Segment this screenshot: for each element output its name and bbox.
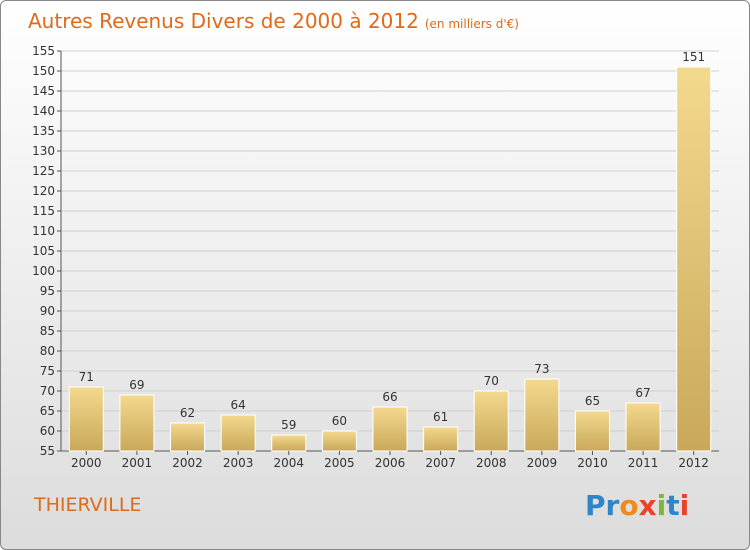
logo-letter: r [605, 489, 620, 522]
y-tick-label: 65 [40, 404, 55, 418]
logo-letter: t [666, 489, 680, 522]
data-label-2005: 60 [332, 414, 347, 428]
data-label-2001: 69 [129, 378, 144, 392]
y-tick-label: 55 [40, 444, 55, 458]
bar-2011 [625, 402, 661, 452]
y-tick-label: 75 [40, 364, 55, 378]
y-tick-label: 110 [32, 224, 55, 238]
data-label-2010: 65 [585, 394, 600, 408]
bar-2000 [68, 386, 104, 452]
bar-2008 [473, 390, 509, 452]
y-tick-label: 155 [32, 44, 55, 58]
bar-2004 [271, 434, 307, 452]
logo-letter: x [638, 489, 657, 522]
x-tick-label-2000: 2000 [71, 456, 102, 470]
y-tick-label: 120 [32, 184, 55, 198]
bar-2001 [119, 394, 155, 452]
y-tick-label: 140 [32, 104, 55, 118]
x-tick-label-2010: 2010 [577, 456, 608, 470]
data-label-2008: 70 [484, 374, 499, 388]
bar-2010 [574, 410, 610, 452]
x-tick-label-2002: 2002 [172, 456, 203, 470]
logo-letter: i [679, 489, 690, 522]
x-axis: 2000 2001 2002 2003 2004 2005 2006 2007 2008 2009… [71, 451, 709, 470]
logo-letter: i [656, 489, 667, 522]
bar-2005 [321, 430, 357, 452]
y-tick-label: 80 [40, 344, 55, 358]
data-labels: 71 69 62 64 59 60 66 61 70 73 65 67 151 [79, 50, 705, 432]
logo-letter: P [585, 489, 606, 522]
y-tick-label: 130 [32, 144, 55, 158]
y-tick-label: 105 [32, 244, 55, 258]
x-tick-label-2003: 2003 [223, 456, 254, 470]
x-tick-label-2006: 2006 [375, 456, 406, 470]
logo-letter: o [619, 489, 639, 522]
data-label-2000: 71 [79, 370, 94, 384]
y-tick-label: 60 [40, 424, 55, 438]
bars [68, 66, 712, 452]
x-tick-label-2012: 2012 [678, 456, 709, 470]
data-label-2003: 64 [231, 398, 246, 412]
x-tick-label-2005: 2005 [324, 456, 355, 470]
data-label-2012: 151 [682, 50, 705, 64]
data-label-2002: 62 [180, 406, 195, 420]
y-tick-label: 125 [32, 164, 55, 178]
x-tick-label-2009: 2009 [527, 456, 558, 470]
x-tick-label-2008: 2008 [476, 456, 507, 470]
bar-2003 [220, 414, 256, 452]
chart-title-block: Autres Revenus Divers de 2000 à 2012 (en … [28, 9, 519, 33]
bar-2009 [524, 378, 560, 452]
bar-2012 [676, 66, 712, 452]
data-label-2004: 59 [281, 418, 296, 432]
y-tick-label: 100 [32, 264, 55, 278]
data-label-2006: 66 [382, 390, 397, 404]
chart-subtitle: (en milliers d'€) [424, 17, 519, 31]
y-tick-label: 150 [32, 64, 55, 78]
y-tick-label: 145 [32, 84, 55, 98]
y-tick-label: 135 [32, 124, 55, 138]
bar-2002 [170, 422, 206, 452]
x-tick-label-2001: 2001 [122, 456, 153, 470]
y-tick-label: 85 [40, 324, 55, 338]
bar-2006 [372, 406, 408, 452]
chart-title: Autres Revenus Divers de 2000 à 2012 [28, 9, 419, 33]
bar-2007 [423, 426, 459, 452]
y-tick-label: 115 [32, 204, 55, 218]
x-tick-label-2011: 2011 [628, 456, 659, 470]
x-tick-label-2004: 2004 [273, 456, 304, 470]
proxiti-logo: Proxiti [585, 489, 689, 522]
data-label-2007: 61 [433, 410, 448, 424]
data-label-2009: 73 [534, 362, 549, 376]
x-tick-label-2007: 2007 [425, 456, 456, 470]
y-tick-label: 70 [40, 384, 55, 398]
data-label-2011: 67 [635, 386, 650, 400]
y-tick-label: 90 [40, 304, 55, 318]
y-tick-label: 95 [40, 284, 55, 298]
city-name: THIERVILLE [34, 494, 142, 516]
